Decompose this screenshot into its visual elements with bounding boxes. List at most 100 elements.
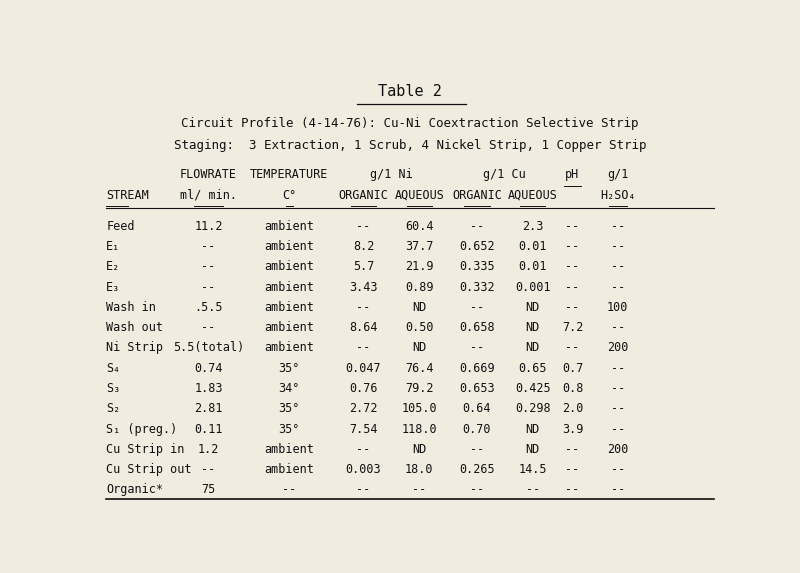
Text: S₄: S₄ — [106, 362, 121, 375]
Text: 1.2: 1.2 — [198, 443, 219, 456]
Text: --: -- — [202, 260, 216, 273]
Text: 0.65: 0.65 — [518, 362, 547, 375]
Text: 3.43: 3.43 — [350, 281, 378, 293]
Text: S₂: S₂ — [106, 402, 121, 415]
Text: --: -- — [356, 443, 370, 456]
Text: ND: ND — [412, 342, 426, 355]
Text: 5.5(total): 5.5(total) — [173, 342, 244, 355]
Text: Cu Strip in: Cu Strip in — [106, 443, 185, 456]
Text: 0.11: 0.11 — [194, 423, 222, 435]
Text: ND: ND — [526, 321, 540, 334]
Text: 35°: 35° — [278, 362, 300, 375]
Text: ambient: ambient — [264, 321, 314, 334]
Text: ND: ND — [412, 443, 426, 456]
Text: E₂: E₂ — [106, 260, 121, 273]
Text: g/1: g/1 — [607, 168, 628, 181]
Text: Circuit Profile (4-14-76): Cu-Ni Coextraction Selective Strip: Circuit Profile (4-14-76): Cu-Ni Coextra… — [182, 117, 638, 130]
Text: 0.335: 0.335 — [459, 260, 494, 273]
Text: --: -- — [356, 342, 370, 355]
Text: STREAM: STREAM — [106, 189, 149, 202]
Text: 11.2: 11.2 — [194, 219, 222, 233]
Text: --: -- — [566, 219, 579, 233]
Text: 0.64: 0.64 — [462, 402, 491, 415]
Text: AQUEOUS: AQUEOUS — [394, 189, 444, 202]
Text: --: -- — [356, 219, 370, 233]
Text: 0.003: 0.003 — [346, 463, 382, 476]
Text: pH: pH — [566, 168, 579, 181]
Text: E₁: E₁ — [106, 240, 121, 253]
Text: 2.0: 2.0 — [562, 402, 583, 415]
Text: 35°: 35° — [278, 423, 300, 435]
Text: --: -- — [356, 484, 370, 496]
Text: 0.7: 0.7 — [562, 362, 583, 375]
Text: --: -- — [566, 281, 579, 293]
Text: --: -- — [610, 402, 625, 415]
Text: 34°: 34° — [278, 382, 300, 395]
Text: 100: 100 — [607, 301, 628, 314]
Text: 0.89: 0.89 — [405, 281, 434, 293]
Text: 0.652: 0.652 — [459, 240, 494, 253]
Text: 7.2: 7.2 — [562, 321, 583, 334]
Text: 118.0: 118.0 — [402, 423, 437, 435]
Text: 75: 75 — [202, 484, 216, 496]
Text: 0.01: 0.01 — [518, 240, 547, 253]
Text: --: -- — [610, 362, 625, 375]
Text: ambient: ambient — [264, 301, 314, 314]
Text: --: -- — [610, 281, 625, 293]
Text: 0.50: 0.50 — [405, 321, 434, 334]
Text: FLOWRATE: FLOWRATE — [180, 168, 237, 181]
Text: --: -- — [412, 484, 426, 496]
Text: TEMPERATURE: TEMPERATURE — [250, 168, 328, 181]
Text: 76.4: 76.4 — [405, 362, 434, 375]
Text: 2.81: 2.81 — [194, 402, 222, 415]
Text: 0.298: 0.298 — [515, 402, 550, 415]
Text: --: -- — [610, 463, 625, 476]
Text: 0.70: 0.70 — [462, 423, 491, 435]
Text: --: -- — [470, 484, 484, 496]
Text: 0.76: 0.76 — [350, 382, 378, 395]
Text: 0.653: 0.653 — [459, 382, 494, 395]
Text: g/1 Cu: g/1 Cu — [483, 168, 526, 181]
Text: 37.7: 37.7 — [405, 240, 434, 253]
Text: ambient: ambient — [264, 219, 314, 233]
Text: ambient: ambient — [264, 240, 314, 253]
Text: --: -- — [470, 342, 484, 355]
Text: 8.2: 8.2 — [353, 240, 374, 253]
Text: --: -- — [610, 260, 625, 273]
Text: Staging:  3 Extraction, 1 Scrub, 4 Nickel Strip, 1 Copper Strip: Staging: 3 Extraction, 1 Scrub, 4 Nickel… — [174, 139, 646, 152]
Text: ambient: ambient — [264, 260, 314, 273]
Text: ambient: ambient — [264, 281, 314, 293]
Text: --: -- — [566, 301, 579, 314]
Text: E₃: E₃ — [106, 281, 121, 293]
Text: 0.425: 0.425 — [515, 382, 550, 395]
Text: 0.74: 0.74 — [194, 362, 222, 375]
Text: ND: ND — [526, 301, 540, 314]
Text: --: -- — [202, 281, 216, 293]
Text: --: -- — [610, 219, 625, 233]
Text: ND: ND — [526, 423, 540, 435]
Text: C°: C° — [282, 189, 296, 202]
Text: 2.72: 2.72 — [350, 402, 378, 415]
Text: --: -- — [470, 219, 484, 233]
Text: 200: 200 — [607, 443, 628, 456]
Text: 0.332: 0.332 — [459, 281, 494, 293]
Text: .5.5: .5.5 — [194, 301, 222, 314]
Text: --: -- — [202, 240, 216, 253]
Text: --: -- — [610, 240, 625, 253]
Text: 1.83: 1.83 — [194, 382, 222, 395]
Text: g/1 Ni: g/1 Ni — [370, 168, 413, 181]
Text: Table 2: Table 2 — [378, 84, 442, 99]
Text: --: -- — [610, 382, 625, 395]
Text: 0.669: 0.669 — [459, 362, 494, 375]
Text: --: -- — [610, 423, 625, 435]
Text: 0.001: 0.001 — [515, 281, 550, 293]
Text: 3.9: 3.9 — [562, 423, 583, 435]
Text: AQUEOUS: AQUEOUS — [508, 189, 558, 202]
Text: H₂SO₄: H₂SO₄ — [600, 189, 635, 202]
Text: 18.0: 18.0 — [405, 463, 434, 476]
Text: 200: 200 — [607, 342, 628, 355]
Text: --: -- — [526, 484, 540, 496]
Text: ND: ND — [412, 301, 426, 314]
Text: 8.64: 8.64 — [350, 321, 378, 334]
Text: 7.54: 7.54 — [350, 423, 378, 435]
